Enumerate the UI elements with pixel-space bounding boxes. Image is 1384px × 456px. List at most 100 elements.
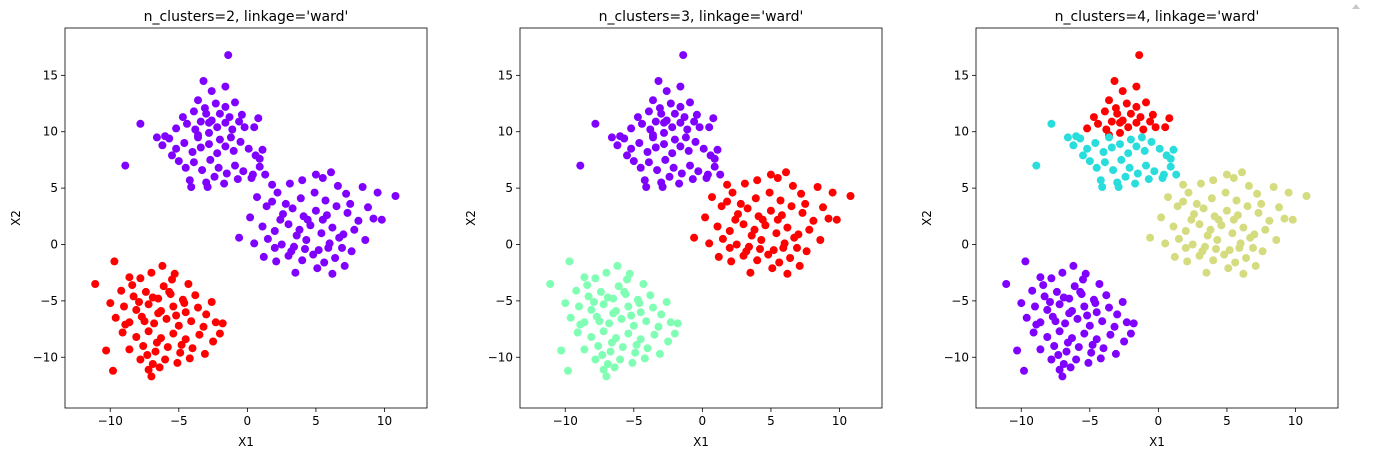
data-point: [174, 157, 183, 166]
data-point: [1132, 82, 1141, 91]
x-tick-label: 0: [244, 414, 252, 428]
data-point: [658, 183, 667, 191]
data-point: [1183, 257, 1192, 266]
data-point: [235, 117, 244, 126]
data-point: [1133, 169, 1142, 178]
data-point: [1047, 355, 1056, 364]
data-point: [661, 155, 670, 164]
data-point: [338, 243, 346, 252]
data-point: [602, 268, 611, 277]
data-point: [764, 250, 773, 259]
data-point: [276, 215, 285, 224]
data-point: [228, 125, 237, 134]
data-point: [1249, 243, 1257, 252]
data-point: [775, 258, 784, 267]
y-tick-label: −5: [40, 294, 58, 308]
data-point: [125, 273, 134, 282]
data-point: [346, 199, 355, 208]
data-point: [185, 354, 194, 363]
y-tick-label: 15: [954, 68, 969, 82]
data-point: [1257, 199, 1266, 208]
data-point: [1157, 213, 1166, 222]
data-point: [328, 223, 337, 232]
data-point: [1199, 204, 1208, 213]
data-point: [203, 183, 212, 191]
data-point: [819, 203, 827, 212]
data-point: [1195, 220, 1204, 229]
y-axis-label: X2: [464, 210, 478, 226]
data-point: [172, 144, 181, 153]
data-point: [832, 215, 841, 224]
data-point: [732, 240, 741, 249]
data-point: [1188, 240, 1197, 249]
data-point: [231, 161, 239, 170]
data-point: [132, 305, 141, 314]
data-point: [189, 158, 198, 167]
data-point: [1032, 161, 1041, 170]
data-point: [736, 199, 745, 208]
scroll-up-arrow-icon[interactable]: [1352, 4, 1360, 9]
data-point: [1165, 114, 1174, 123]
data-point: [676, 118, 685, 127]
data-point: [1137, 133, 1146, 142]
data-point: [1235, 243, 1244, 252]
data-point: [1058, 372, 1067, 381]
data-point: [1021, 257, 1030, 266]
data-point: [270, 227, 279, 235]
data-point: [1105, 133, 1113, 142]
chart-title: n_clusters=2, linkage='ward': [144, 9, 349, 25]
y-tick-label: 10: [954, 125, 969, 139]
data-point: [787, 202, 796, 211]
data-point: [194, 303, 202, 312]
data-point: [162, 314, 171, 323]
data-point: [1196, 179, 1205, 188]
data-point: [1135, 51, 1144, 60]
data-point: [713, 222, 722, 231]
data-point: [292, 231, 301, 240]
data-point: [665, 172, 674, 181]
data-point: [255, 162, 264, 171]
data-point: [1158, 174, 1167, 182]
data-point: [1225, 246, 1234, 255]
data-point: [253, 193, 261, 202]
x-tick-label: −10: [98, 414, 123, 428]
data-point: [250, 239, 259, 248]
data-point: [1031, 302, 1039, 311]
data-point: [144, 327, 153, 336]
data-point: [798, 208, 807, 217]
data-point: [120, 302, 128, 311]
data-point: [596, 287, 605, 296]
data-point: [1242, 254, 1251, 262]
data-point: [154, 309, 163, 318]
data-point: [1028, 286, 1037, 295]
data-point: [723, 180, 732, 189]
data-point: [140, 317, 149, 326]
data-point: [691, 137, 700, 146]
data-point: [1272, 236, 1281, 244]
data-point: [1083, 124, 1092, 133]
data-point: [262, 202, 271, 211]
data-point: [1072, 355, 1081, 364]
data-point: [302, 236, 311, 244]
data-point: [298, 176, 307, 185]
data-point: [284, 220, 293, 229]
data-point: [613, 141, 622, 150]
data-point: [1207, 194, 1216, 203]
data-point: [635, 299, 644, 308]
data-point: [1244, 181, 1253, 190]
data-point: [728, 188, 737, 197]
data-point: [342, 189, 351, 198]
data-point: [686, 161, 694, 170]
data-point: [1002, 280, 1011, 288]
data-point: [595, 317, 604, 326]
x-tick-label: −5: [170, 414, 188, 428]
data-point: [657, 310, 666, 319]
data-point: [221, 142, 230, 151]
data-point: [1107, 143, 1116, 152]
data-point: [143, 351, 152, 359]
data-point: [373, 188, 382, 197]
data-point: [1032, 320, 1041, 329]
data-points: [546, 51, 855, 381]
data-point: [629, 157, 638, 166]
data-point: [751, 194, 760, 203]
